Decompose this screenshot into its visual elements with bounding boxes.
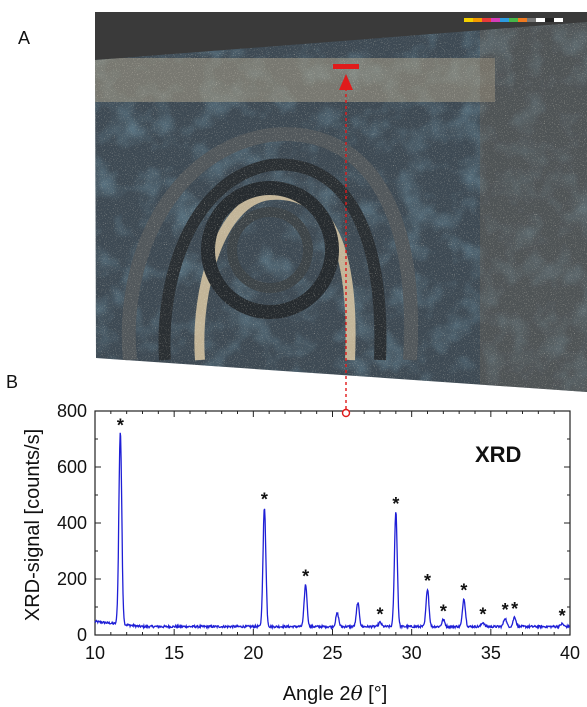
color-swatch [545, 18, 554, 22]
chart-axes [94, 410, 571, 636]
peak-star: * [460, 581, 467, 601]
panel-label-b: B [6, 372, 19, 392]
chart-annotation: XRD [475, 442, 521, 467]
theta-symbol: θ [351, 681, 363, 705]
color-swatch [491, 18, 500, 22]
peak-star: * [376, 604, 383, 624]
xrd-trace [94, 432, 571, 631]
peak-star: * [392, 494, 399, 514]
color-swatch [527, 18, 536, 22]
color-swatch [554, 18, 563, 22]
x-axis-title-text: Angle 2 [283, 683, 351, 705]
x-tick-label: 35 [481, 643, 501, 663]
y-axis-title: XRD-signal [counts/s] [22, 429, 44, 621]
peak-markers: ********* * * * [117, 415, 566, 625]
x-tick-label: 30 [402, 643, 422, 663]
x-axis-title-unit: [°] [363, 683, 388, 705]
x-tick-label: 15 [164, 643, 184, 663]
y-tick-label: 0 [77, 625, 87, 645]
peak-star: * [302, 567, 309, 587]
color-swatch [536, 18, 545, 22]
color-swatch [473, 18, 482, 22]
color-swatch [518, 18, 527, 22]
color-swatch [464, 18, 473, 22]
color-swatch [500, 18, 509, 22]
peak-star: * [511, 599, 518, 619]
x-tick-label: 10 [85, 643, 105, 663]
peak-star: * [424, 571, 431, 591]
x-tick-label: 25 [322, 643, 342, 663]
link-arrow-head [339, 74, 353, 90]
xrd-line [94, 432, 571, 631]
peak-star: * [440, 602, 447, 622]
color-scale [464, 18, 563, 22]
sample-link [339, 74, 353, 418]
peak-star: * [261, 490, 268, 510]
peak-star: * [559, 606, 566, 626]
peak-star: * [502, 600, 509, 620]
link-origin-circle [341, 408, 351, 418]
peak-star: * [479, 604, 486, 624]
color-swatch [482, 18, 491, 22]
panel-label-a: A [18, 28, 31, 48]
peak-star: * [117, 415, 124, 435]
x-axis-title: Angle 2θ [°] [283, 681, 388, 705]
color-swatch [509, 18, 518, 22]
sample-marker [333, 64, 359, 69]
x-tick-label: 40 [560, 643, 580, 663]
y-tick-label: 400 [57, 513, 87, 533]
y-tick-label: 600 [57, 457, 87, 477]
y-tick-label: 200 [57, 569, 87, 589]
x-tick-label: 20 [243, 643, 263, 663]
y-tick-label: 800 [57, 401, 87, 421]
